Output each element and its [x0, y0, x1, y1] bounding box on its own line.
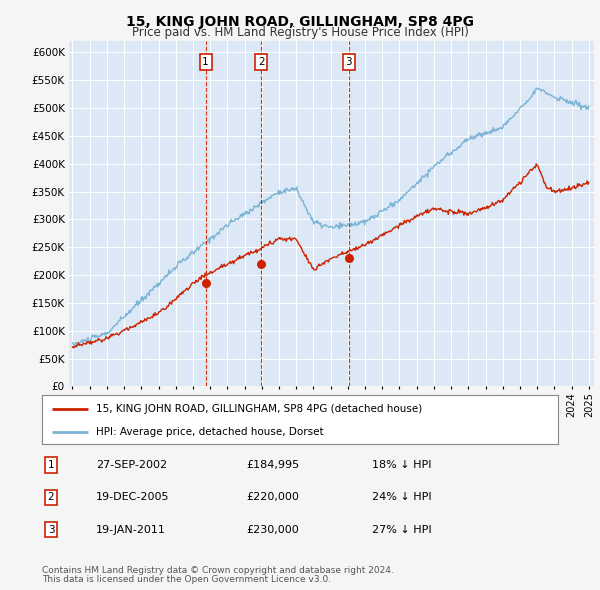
Text: 24% ↓ HPI: 24% ↓ HPI	[372, 493, 431, 502]
Text: £230,000: £230,000	[246, 525, 299, 535]
Text: HPI: Average price, detached house, Dorset: HPI: Average price, detached house, Dors…	[96, 427, 324, 437]
Text: 3: 3	[47, 525, 55, 535]
Text: 3: 3	[346, 57, 352, 67]
Text: Contains HM Land Registry data © Crown copyright and database right 2024.: Contains HM Land Registry data © Crown c…	[42, 566, 394, 575]
Text: 2: 2	[258, 57, 265, 67]
Text: This data is licensed under the Open Government Licence v3.0.: This data is licensed under the Open Gov…	[42, 575, 331, 584]
Text: 19-JAN-2011: 19-JAN-2011	[96, 525, 166, 535]
Text: 27% ↓ HPI: 27% ↓ HPI	[372, 525, 431, 535]
Text: 1: 1	[202, 57, 209, 67]
Text: 2: 2	[47, 493, 55, 502]
Text: 15, KING JOHN ROAD, GILLINGHAM, SP8 4PG: 15, KING JOHN ROAD, GILLINGHAM, SP8 4PG	[126, 15, 474, 29]
Text: 1: 1	[47, 460, 55, 470]
Text: 15, KING JOHN ROAD, GILLINGHAM, SP8 4PG (detached house): 15, KING JOHN ROAD, GILLINGHAM, SP8 4PG …	[96, 404, 422, 414]
Text: £220,000: £220,000	[246, 493, 299, 502]
Text: 19-DEC-2005: 19-DEC-2005	[96, 493, 170, 502]
Text: £184,995: £184,995	[246, 460, 299, 470]
Text: 27-SEP-2002: 27-SEP-2002	[96, 460, 167, 470]
Text: Price paid vs. HM Land Registry's House Price Index (HPI): Price paid vs. HM Land Registry's House …	[131, 26, 469, 39]
Text: 18% ↓ HPI: 18% ↓ HPI	[372, 460, 431, 470]
